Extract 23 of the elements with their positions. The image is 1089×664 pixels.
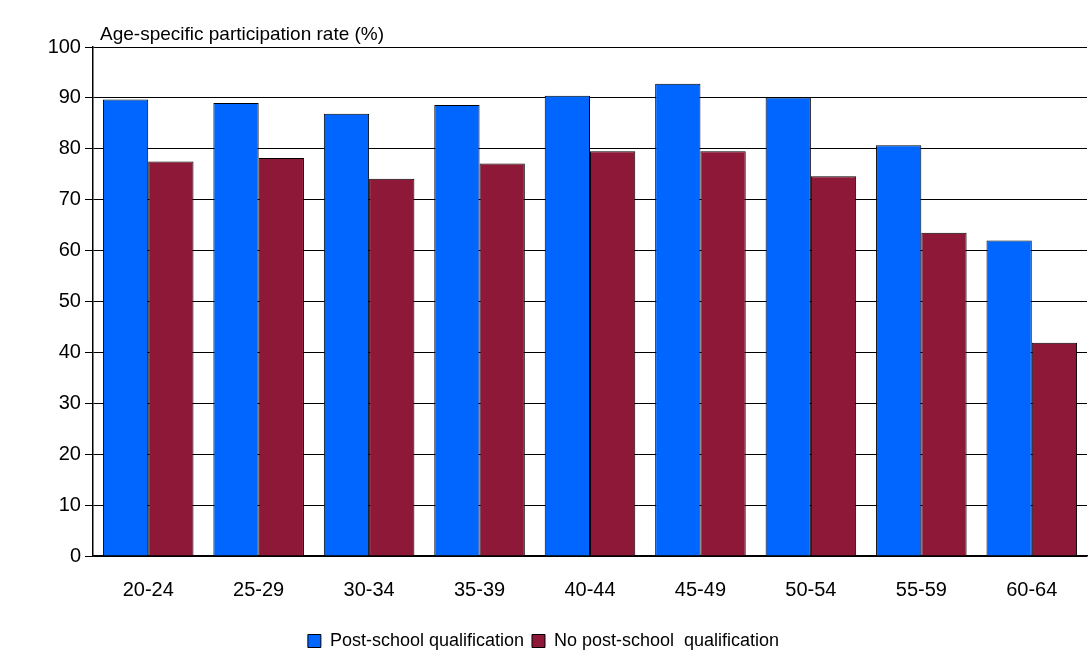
y-tick-label: 80 (58, 136, 81, 159)
y-tick-label: 20 (58, 441, 81, 464)
x-tick-label: 25-29 (233, 577, 285, 600)
x-tick-label: 50-54 (785, 577, 837, 600)
x-tick-label: 55-59 (895, 577, 947, 600)
x-tick-label: 40-44 (564, 577, 616, 600)
y-tick-label: 70 (58, 187, 81, 210)
x-tick-label: 60-64 (1006, 577, 1058, 600)
y-tick-label: 50 (58, 289, 81, 312)
y-axis-title: Age-specific participation rate (%) (100, 22, 385, 44)
y-tick-label: 90 (58, 85, 81, 108)
y-tick-label: 100 (47, 34, 81, 57)
y-tick-label: 40 (58, 339, 81, 362)
y-tick-label: 30 (58, 390, 81, 413)
x-tick-label: 30-34 (343, 577, 395, 600)
y-tick-label: 0 (69, 543, 81, 566)
x-tick-label: 35-39 (453, 577, 506, 600)
x-tick-label: 20-24 (122, 577, 174, 600)
y-tick-label: 10 (58, 492, 81, 515)
x-tick-label: 45-49 (674, 577, 727, 600)
legend-label: No post-school qualification (553, 629, 780, 650)
y-tick-label: 60 (58, 238, 81, 261)
legend-label: Post-school qualification (329, 629, 524, 650)
